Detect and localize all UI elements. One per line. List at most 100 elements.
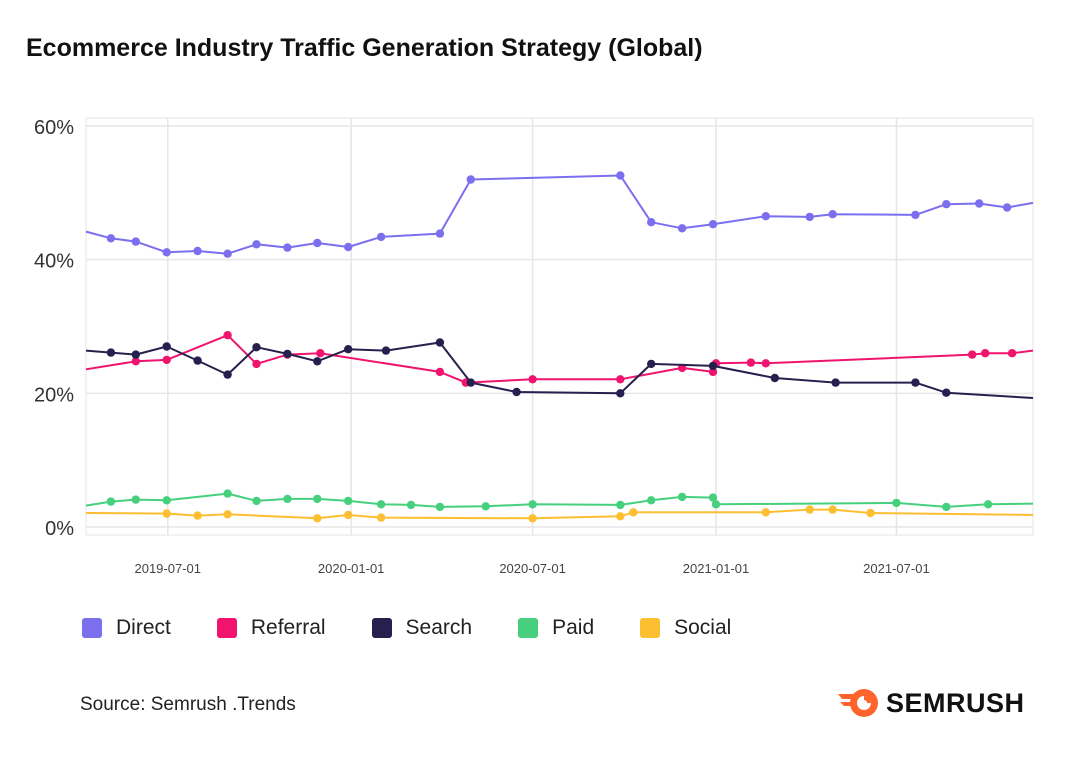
data-point-referral: [162, 355, 171, 365]
data-point-search: [616, 389, 625, 398]
y-tick-label: 20%: [34, 384, 74, 406]
data-point-referral: [223, 331, 232, 340]
data-point-social: [193, 511, 202, 520]
data-point-paid: [481, 502, 490, 511]
data-point-direct: [223, 249, 232, 258]
data-point-paid: [344, 496, 353, 506]
legend-swatch: [216, 618, 237, 638]
data-point-paid: [942, 502, 951, 512]
x-tick-label: 2021-07-01: [863, 561, 930, 576]
data-point-direct: [162, 248, 171, 257]
data-point-paid: [892, 498, 901, 508]
legend-item-direct: Direct: [82, 616, 171, 640]
data-point-paid: [708, 493, 718, 502]
data-point-referral: [435, 367, 445, 377]
brand-logo: SEMRUSH: [836, 686, 1025, 720]
y-tick-label: 40%: [34, 251, 74, 273]
data-point-paid: [162, 496, 171, 505]
data-point-direct: [647, 218, 656, 227]
data-point-paid: [711, 500, 721, 509]
data-point-paid: [435, 502, 445, 512]
data-point-referral: [981, 349, 990, 358]
data-point-direct: [466, 175, 475, 184]
data-point-direct: [911, 210, 920, 220]
data-point-referral: [528, 375, 537, 384]
data-point-social: [805, 505, 814, 514]
legend-swatch: [82, 618, 102, 638]
source-note: Source: Semrush .Trends: [80, 694, 296, 715]
data-point-social: [828, 505, 837, 514]
data-point-direct: [313, 238, 322, 248]
x-tick-label: 2019-07-01: [134, 561, 201, 576]
data-point-direct: [283, 243, 292, 252]
data-point-search: [252, 343, 261, 352]
data-point-referral: [616, 375, 625, 384]
series-paid: [85, 489, 1034, 512]
data-point-direct: [435, 229, 445, 238]
data-point-paid: [376, 500, 386, 509]
data-point-direct: [828, 210, 837, 219]
data-point-search: [911, 378, 920, 387]
data-point-referral: [746, 358, 756, 367]
x-tick-label: 2020-07-01: [499, 561, 566, 576]
line-chart: 0% 20% 40% 60% 2019-07-01 2020-01-01 2020-07-0…: [34, 117, 1034, 576]
data-point-social: [616, 512, 625, 521]
data-point-referral: [708, 367, 718, 377]
data-point-social: [528, 514, 537, 523]
data-point-paid: [223, 489, 232, 498]
data-point-direct: [677, 224, 687, 233]
series-line-search: [85, 341, 1034, 399]
data-point-search: [708, 361, 718, 371]
brand-name: SEMRUSH: [886, 687, 1025, 718]
data-point-direct: [942, 200, 951, 209]
chart-series: [85, 171, 1034, 523]
data-point-referral: [1007, 349, 1017, 358]
data-point-search: [223, 370, 232, 379]
data-point-direct: [616, 171, 625, 180]
data-point-direct: [344, 242, 353, 252]
data-point-search: [313, 357, 322, 366]
data-point-search: [344, 345, 353, 354]
legend-label: Referral: [250, 616, 326, 639]
data-point-paid: [283, 494, 292, 504]
series-line-referral: [85, 334, 1034, 384]
data-point-direct: [1002, 203, 1012, 212]
plot-frame: [85, 117, 1034, 536]
y-tick-label: 0%: [45, 518, 74, 540]
y-tick-label: 60%: [34, 117, 74, 139]
legend-item-social: Social: [640, 616, 731, 640]
chart-axes: 0% 20% 40% 60% 2019-07-01 2020-01-01 2020-07-0…: [34, 117, 930, 576]
data-point-social: [629, 508, 638, 517]
data-point-search: [381, 346, 391, 355]
series-line-direct: [85, 174, 1034, 255]
data-point-search: [283, 349, 292, 359]
data-point-direct: [252, 240, 261, 249]
data-point-search: [647, 359, 656, 369]
legend-item-paid: Paid: [518, 616, 594, 640]
data-point-paid: [616, 500, 625, 510]
data-point-direct: [131, 237, 140, 246]
chart-grid: [85, 117, 1034, 536]
legend-swatch: [518, 618, 539, 638]
data-point-search: [106, 348, 116, 357]
x-tick-label: 2020-01-01: [318, 561, 385, 576]
data-point-social: [761, 508, 770, 517]
data-point-paid: [528, 500, 537, 509]
data-point-direct: [975, 199, 984, 208]
data-point-search: [193, 356, 202, 365]
chart-title: Ecommerce Industry Traffic Generation St…: [26, 34, 703, 62]
legend-label: Direct: [116, 616, 171, 639]
semrush-flame-icon: [838, 689, 878, 717]
data-point-referral: [252, 359, 261, 369]
data-point-direct: [376, 232, 386, 242]
data-point-direct: [708, 220, 718, 229]
data-point-social: [344, 510, 353, 520]
data-point-search: [942, 388, 951, 397]
data-point-paid: [252, 496, 261, 506]
legend-label: Paid: [552, 616, 595, 639]
data-point-search: [770, 373, 779, 383]
data-point-direct: [761, 212, 770, 221]
chart-legend: Direct Referral Search Paid Social: [82, 616, 777, 640]
data-point-direct: [805, 212, 814, 222]
data-point-social: [223, 510, 232, 519]
